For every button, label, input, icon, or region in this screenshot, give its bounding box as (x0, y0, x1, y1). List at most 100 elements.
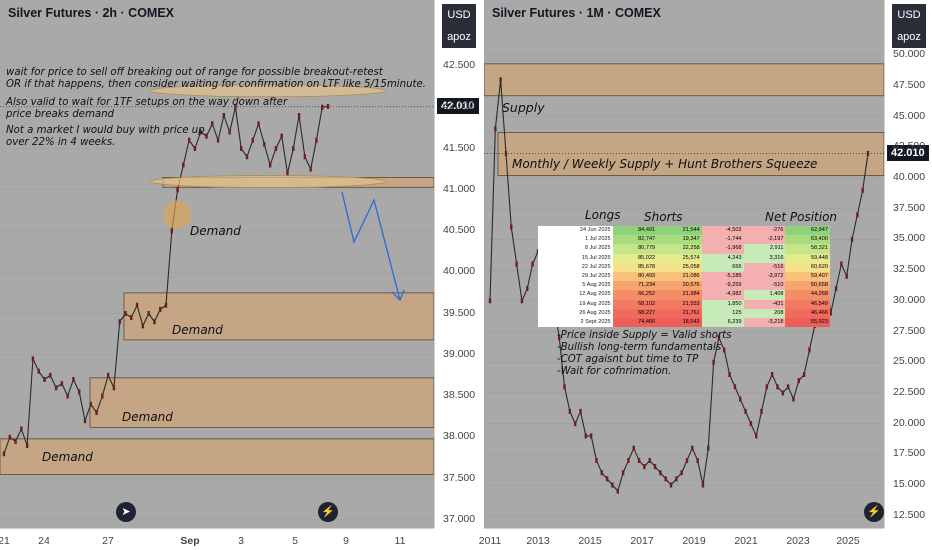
cot-cell: 68,102 (612, 299, 658, 309)
price-segment (96, 395, 103, 413)
y-tick-label: 50.000 (893, 48, 926, 61)
cot-cell: 21,984 (657, 290, 702, 300)
cot-row: 24 Jun 2025 84,491 21,544 -4,503 -276 62,947 (538, 226, 830, 236)
price-segment (136, 305, 144, 327)
price-segment (310, 140, 317, 170)
cot-cell: -276 (743, 226, 786, 236)
cot-cell: 59,448 (785, 253, 830, 263)
cot-cell: 59,407 (785, 272, 830, 282)
candle-mark (234, 104, 237, 110)
lightning-icon[interactable]: ⚡ (864, 502, 884, 522)
price-segment (211, 123, 219, 141)
cot-cell: 19,347 (657, 235, 702, 245)
cot-cell: -4,503 (701, 226, 744, 236)
right-chart-title: Silver Futures · 1M · COMEX (492, 6, 661, 20)
candle-mark (802, 372, 806, 378)
x-tick-label: Sep (180, 535, 200, 547)
candle-mark (8, 434, 11, 440)
last-price-tag: 42.010 (887, 145, 929, 162)
candle-mark (240, 146, 243, 151)
left-plot[interactable] (0, 0, 434, 528)
x-tick-label: 5 (292, 535, 298, 547)
unit-badge[interactable]: apoz (442, 26, 476, 48)
candle-mark (257, 121, 260, 127)
candle-mark (89, 401, 92, 407)
candle-mark (286, 170, 289, 176)
price-segment (113, 321, 121, 388)
cot-cell: 44,268 (785, 290, 830, 300)
lightning-icon[interactable]: ⚡ (318, 502, 338, 522)
candle-mark (216, 137, 220, 143)
projection-arrow (341, 191, 401, 301)
demand-label: Demand (190, 224, 241, 238)
candle-mark (861, 187, 864, 193)
candle-mark (274, 146, 278, 151)
candle-mark (669, 482, 673, 488)
candle-mark (43, 377, 46, 382)
candle-mark (159, 306, 162, 312)
cot-cell: 55,923 (785, 318, 830, 328)
price-segment (755, 411, 763, 437)
cot-cell: 3,316 (743, 253, 786, 263)
x-tick-label: 2011 (478, 535, 502, 547)
cot-row: 26 Aug 2025 68,227 21,761 125 208 46,466 (538, 308, 830, 319)
right-price-axis[interactable]: USD apoz 42.010 50.000 47.500 45.000 42.500… (884, 0, 932, 528)
cot-cell: 84,491 (612, 226, 658, 236)
price-segment (808, 325, 816, 351)
last-price-tag: 42.010 (437, 98, 479, 115)
x-tick-label: 24 (38, 535, 50, 547)
cot-cell: 15 Jul 2025 (538, 253, 613, 263)
x-tick-label: 2023 (786, 535, 810, 547)
left-price-axis[interactable]: USD apoz 42.010 42.500 42.000 41.500 41.000… (434, 0, 483, 528)
x-tick-label: 27 (102, 535, 114, 547)
candle-mark (808, 347, 811, 353)
price-segment (558, 337, 566, 387)
candle-mark (66, 393, 69, 399)
cot-cell: 21,761 (657, 308, 702, 319)
cot-cell: 1,850 (701, 299, 744, 309)
note-line-5: Not a market I would buy with price up (6, 125, 205, 136)
left-chart-title: Silver Futures · 2h · COMEX (8, 6, 175, 20)
candle-mark (170, 228, 173, 234)
cot-cell: 80,493 (612, 272, 658, 282)
cot-cell: 80,779 (612, 244, 658, 254)
cot-cell: -431 (743, 299, 786, 309)
price-segment (292, 115, 300, 149)
left-time-axis[interactable]: 21 24 27 Sep 3 5 9 11 (0, 528, 434, 550)
candle-mark (856, 212, 859, 218)
cot-cell: 20,576 (657, 281, 702, 291)
price-segment (505, 153, 512, 228)
right-time-axis[interactable]: 2011 2013 2015 2017 2019 2021 2023 2025 (479, 528, 884, 550)
candle-mark (263, 141, 266, 147)
candle-mark (728, 372, 731, 378)
price-segment (26, 358, 34, 446)
price-segment (67, 379, 74, 397)
candle-mark (176, 187, 179, 193)
candle-mark (680, 470, 683, 476)
left-chart-panel[interactable]: Silver Futures · 2h · COMEX wait for pri… (0, 0, 434, 528)
note-line-1: wait for price to sell off breaking out … (6, 67, 383, 78)
monthly-supply-label: Monthly / Weekly Supply + Hunt Brothers … (512, 157, 818, 171)
cot-cell: 21,544 (657, 226, 702, 236)
candle-mark (251, 137, 254, 143)
currency-badge[interactable]: USD (442, 4, 476, 26)
candle-mark (563, 384, 566, 390)
price-segment (856, 190, 864, 216)
unit-badge[interactable]: apoz (892, 26, 926, 48)
candle-mark (25, 443, 29, 448)
y-tick-label: 39.000 (443, 347, 476, 360)
candle-mark (786, 384, 790, 390)
price-segment (101, 375, 109, 397)
candle-mark (228, 129, 231, 135)
currency-badge[interactable]: USD (892, 4, 926, 26)
zone-rect (89, 377, 434, 428)
candle-mark (744, 408, 747, 414)
price-segment (500, 79, 507, 154)
price-segment (803, 349, 810, 375)
price-segment (269, 148, 277, 166)
zone-rect (0, 438, 434, 475)
y-tick-label: 37.000 (443, 512, 476, 525)
candle-mark (205, 133, 208, 139)
x-tick-label: 11 (394, 535, 406, 547)
candle-mark (605, 476, 609, 482)
